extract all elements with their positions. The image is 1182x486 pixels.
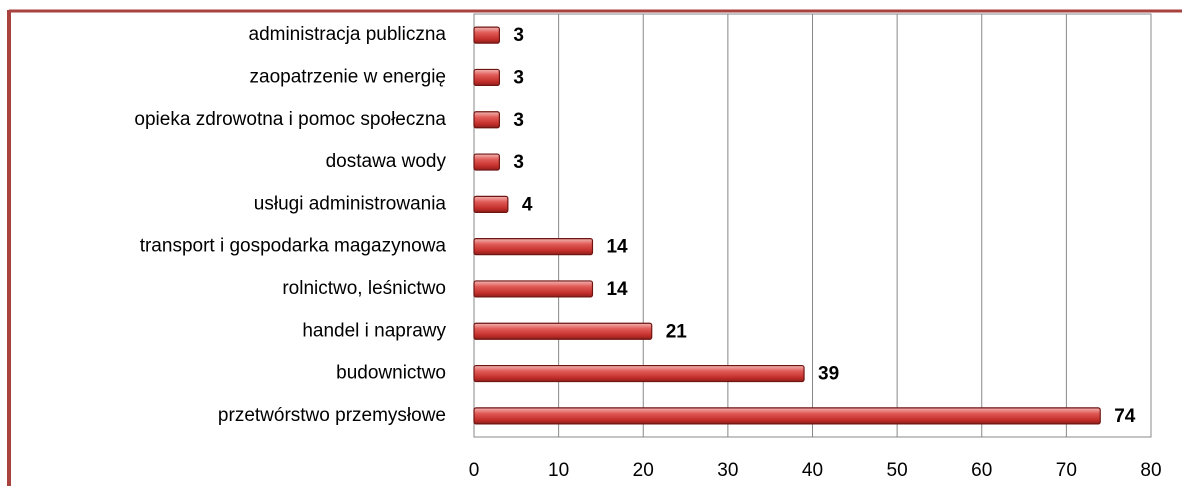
x-tick-label: 60 [971,460,992,481]
bar [473,195,509,213]
bar [473,364,805,383]
y-tick-label: rolnictwo, leśnictwo [282,278,446,299]
y-tick-label: dostawa wody [326,151,447,172]
bar [473,68,500,87]
x-tick-label: 80 [1140,460,1161,481]
x-tick-label: 20 [633,460,654,481]
y-tick-label: opieka zdrowotna i pomoc społeczna [134,109,446,130]
value-label: 21 [666,321,688,342]
value-label: 14 [606,237,628,258]
bar [473,111,500,129]
x-tick-label: 30 [717,460,738,481]
value-label: 3 [513,25,524,46]
x-tick-label: 0 [469,460,480,481]
y-tick-label: zaopatrzenie w energię [250,66,446,87]
y-tick-label: usługi administrowania [254,193,447,214]
bar [473,153,500,171]
bar [473,26,500,44]
bar [473,280,594,298]
bar [473,238,594,256]
x-tick-label: 10 [548,460,569,481]
plot-border [473,13,1152,438]
x-tick-label: 40 [802,460,823,481]
x-tick-label: 50 [887,460,908,481]
value-label: 14 [606,279,628,300]
value-label: 3 [513,67,524,88]
value-label: 74 [1114,406,1136,427]
x-tick-label: 70 [1056,460,1077,481]
value-label: 4 [522,194,533,215]
value-label: 3 [513,152,524,173]
y-tick-label: administracja publiczna [249,24,447,45]
bar [473,322,653,340]
value-label: 39 [818,364,839,385]
y-tick-label: przetwórstwo przemysłowe [218,405,446,426]
y-tick-label: transport i gospodarka magazynowa [140,236,447,257]
y-tick-label: handel i naprawy [302,320,446,341]
bar [473,407,1101,425]
value-label: 3 [513,110,524,131]
y-tick-label: budownictwo [336,363,446,384]
